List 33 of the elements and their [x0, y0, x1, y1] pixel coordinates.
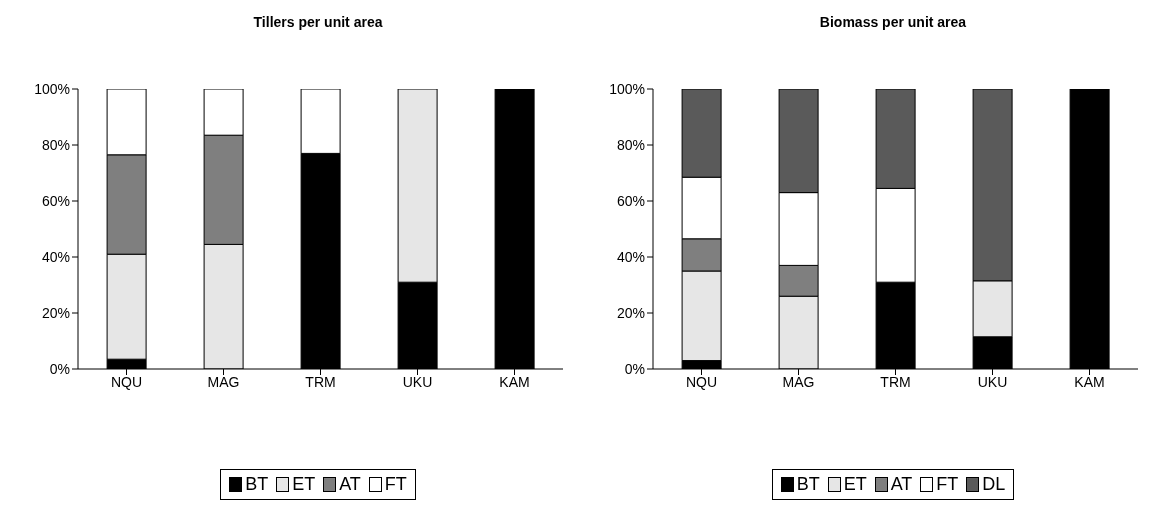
- legend-label: BT: [245, 474, 269, 495]
- x-tick-label: UKU: [977, 373, 1008, 390]
- x-tick-label: MAG: [782, 373, 815, 390]
- x-tick-label: UKU: [402, 373, 433, 390]
- legend-label: AT: [339, 474, 361, 495]
- chart-title: Tillers per unit area: [252, 13, 384, 32]
- x-tick-label: KAM: [499, 373, 530, 390]
- y-tick-label: 40%: [616, 248, 645, 265]
- legend-label: ET: [292, 474, 316, 495]
- x-tick-label: TRM: [305, 373, 336, 390]
- legend-label: FT: [936, 474, 959, 495]
- legend-label: BT: [796, 474, 820, 495]
- legend-label: ET: [843, 474, 867, 495]
- chart-title: Biomass per unit area: [818, 13, 968, 32]
- y-tick-label: 20%: [616, 304, 645, 321]
- y-tick-label: 100%: [609, 80, 645, 97]
- y-tick-label: 60%: [41, 192, 70, 209]
- y-tick-label: 80%: [616, 136, 645, 153]
- x-tick-label: KAM: [1074, 373, 1105, 390]
- y-tick-label: 80%: [41, 136, 70, 153]
- legend-label: DL: [982, 474, 1006, 495]
- x-tick-label: TRM: [880, 373, 911, 390]
- legend-label: AT: [890, 474, 913, 495]
- legend-label: FT: [384, 474, 407, 495]
- x-tick-label: NQU: [685, 373, 718, 390]
- y-tick-label: 40%: [41, 248, 70, 265]
- y-tick-label: 0%: [49, 360, 70, 377]
- y-tick-label: 60%: [616, 192, 645, 209]
- x-tick-label: NQU: [110, 373, 143, 390]
- y-tick-label: 100%: [34, 80, 70, 97]
- y-tick-label: 20%: [41, 304, 70, 321]
- y-tick-label: 0%: [624, 360, 645, 377]
- x-tick-label: MAG: [207, 373, 240, 390]
